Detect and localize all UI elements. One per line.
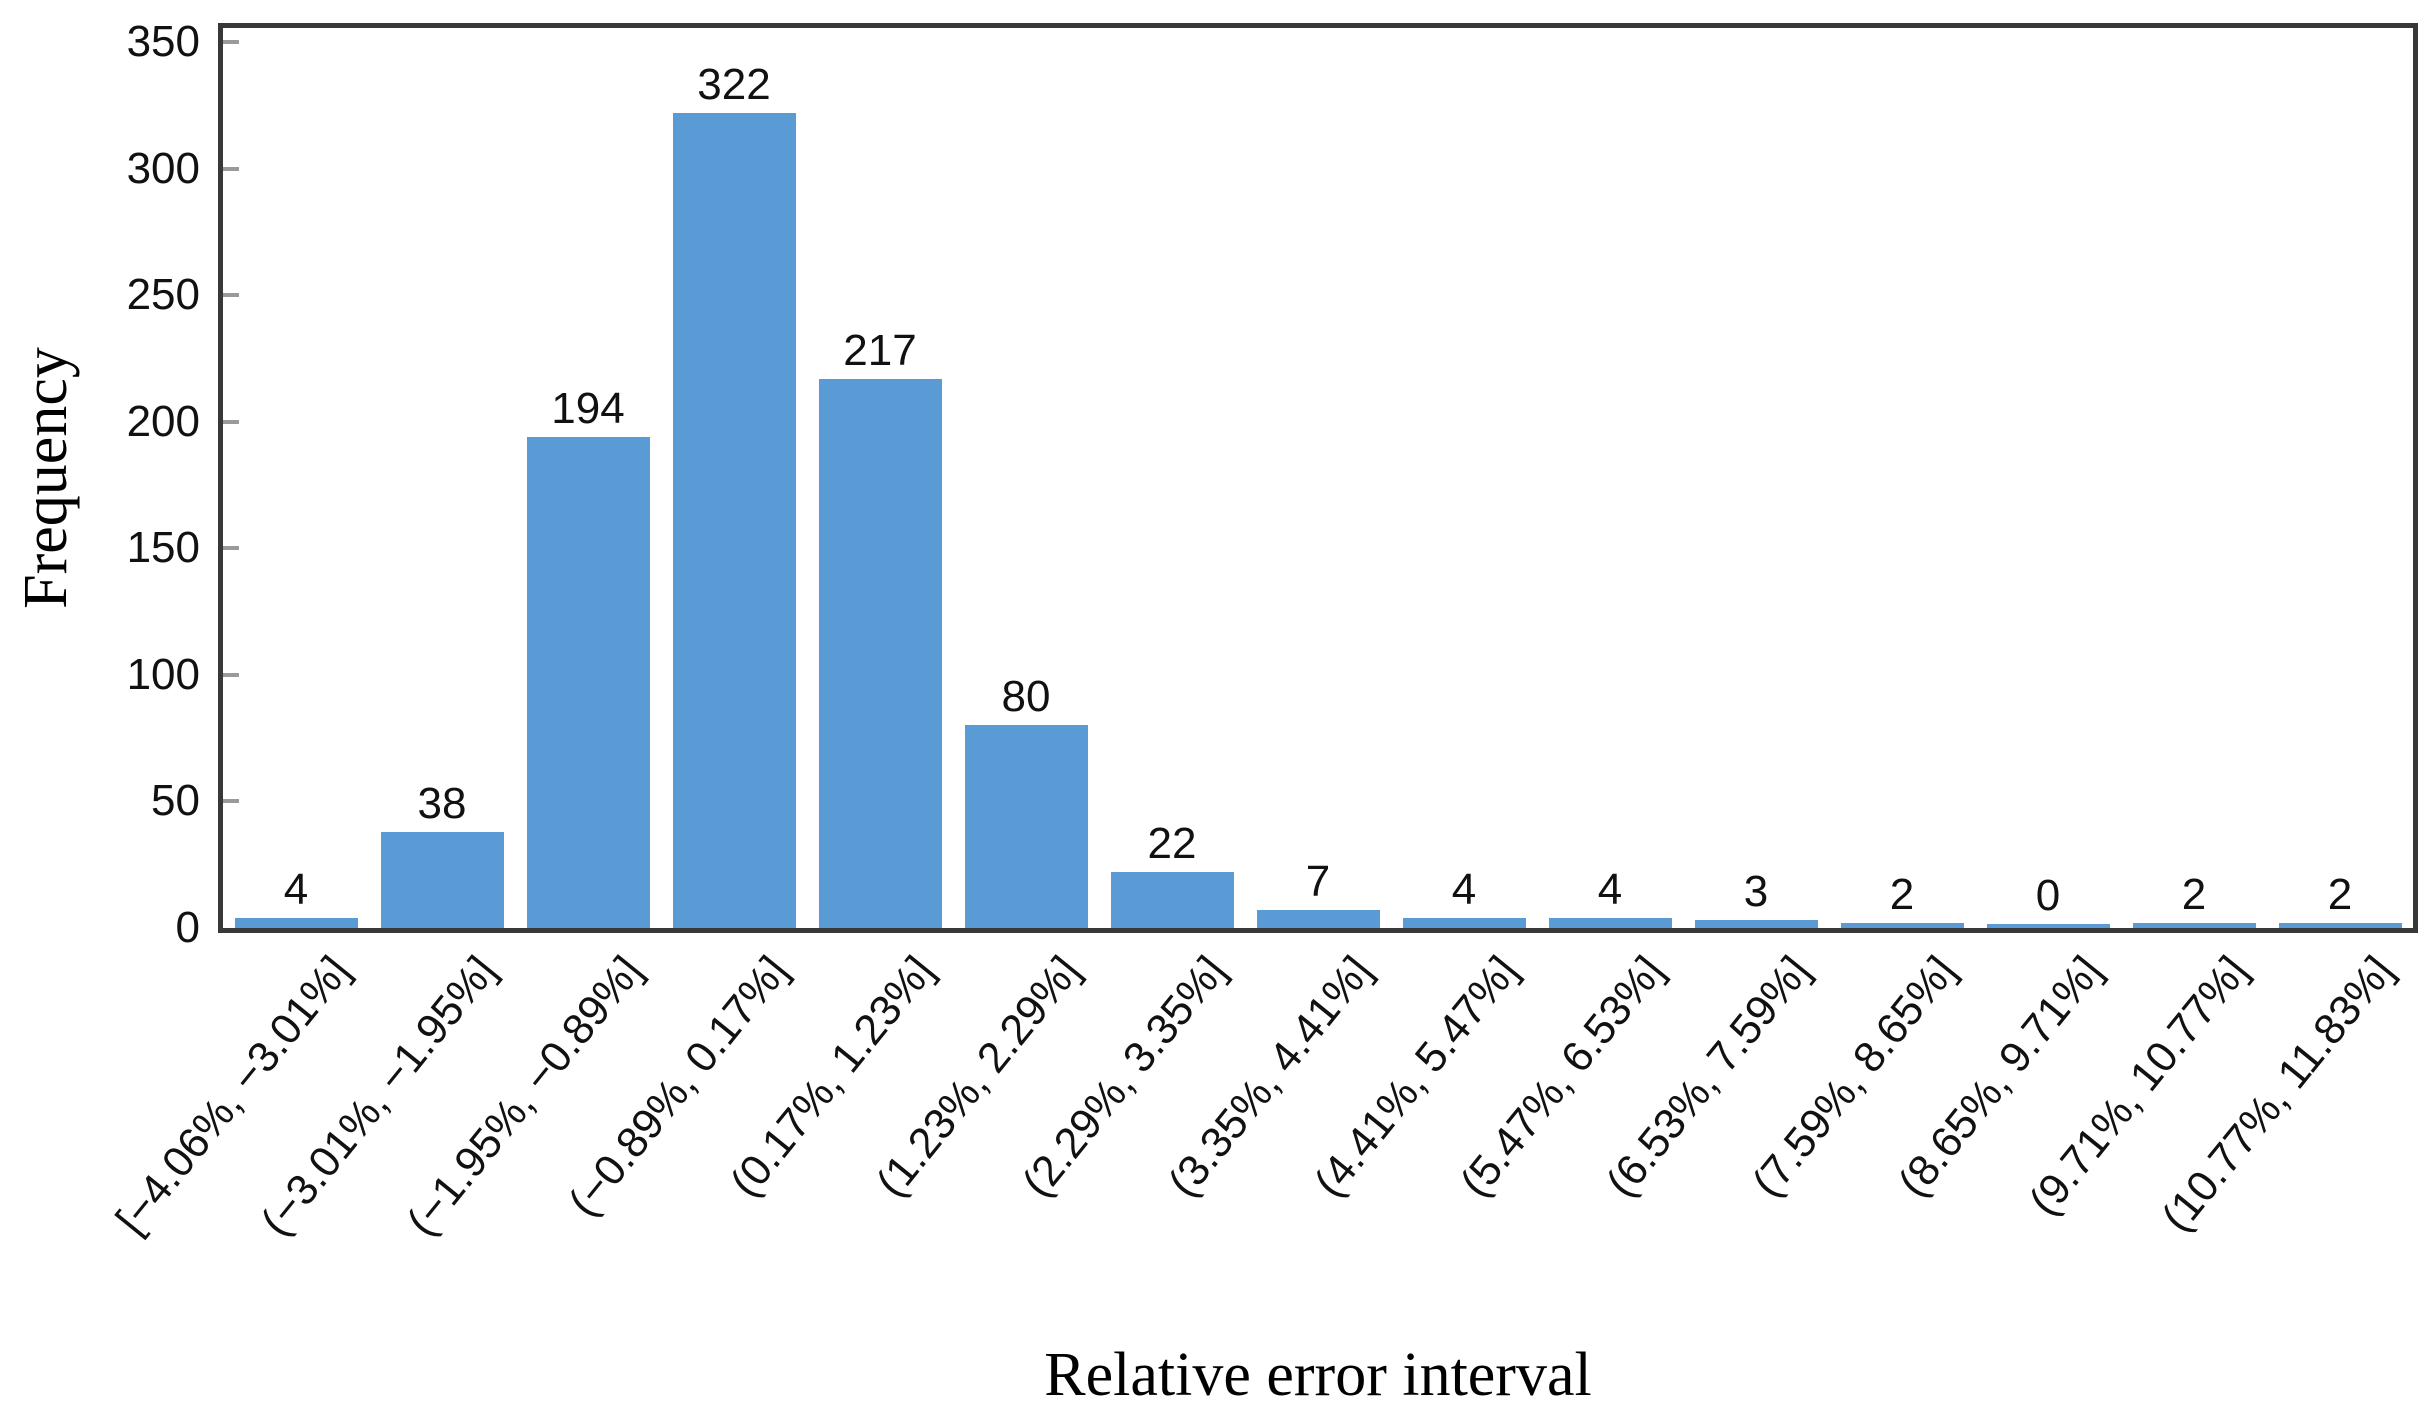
plot-inner-region — [223, 28, 2413, 928]
frequency-bar — [673, 113, 796, 928]
y-tick-label: 50 — [151, 776, 200, 825]
y-tick-label: 100 — [126, 650, 200, 699]
bar-value-label: 38 — [417, 779, 467, 828]
frequency-bar — [819, 379, 942, 928]
bar-value-label: 2 — [2181, 870, 2207, 919]
frequency-bar — [235, 918, 358, 928]
bar-value-label: 194 — [551, 384, 625, 433]
bar-value-label: 322 — [697, 60, 771, 109]
bar-value-label: 2 — [2327, 870, 2353, 919]
plot-area — [218, 23, 2418, 933]
bar-value-label: 2 — [1889, 870, 1915, 919]
frequency-bar — [527, 437, 650, 928]
frequency-bar — [1111, 872, 1234, 928]
frequency-bar — [1841, 923, 1964, 928]
bar-value-label: 4 — [283, 865, 309, 914]
frequency-bar — [2133, 923, 2256, 928]
y-tick-label: 150 — [126, 523, 200, 572]
frequency-bar — [1549, 918, 1672, 928]
y-tick-label: 300 — [126, 144, 200, 193]
frequency-bar — [1695, 920, 1818, 928]
bar-value-label: 217 — [843, 326, 917, 375]
bar-value-label: 80 — [1001, 672, 1051, 721]
y-tick-mark — [223, 799, 239, 803]
y-tick-label: 200 — [126, 397, 200, 446]
y-tick-mark — [223, 293, 239, 297]
bar-value-label: 4 — [1597, 865, 1623, 914]
frequency-bar — [965, 725, 1088, 928]
bar-value-label: 4 — [1451, 865, 1477, 914]
x-axis-title: Relative error interval — [1044, 1341, 1592, 1409]
y-tick-mark — [223, 167, 239, 171]
bar-value-label: 7 — [1305, 857, 1331, 906]
bar-value-label: 3 — [1743, 867, 1769, 916]
y-tick-mark — [223, 673, 239, 677]
y-tick-label: 350 — [126, 17, 200, 66]
frequency-bar — [381, 832, 504, 928]
frequency-bar — [1403, 918, 1526, 928]
bar-value-label: 22 — [1147, 819, 1197, 868]
frequency-bar — [1257, 910, 1380, 928]
frequency-bar — [1987, 924, 2110, 928]
frequency-bar — [2279, 923, 2402, 928]
y-tick-mark — [223, 546, 239, 550]
y-tick-mark — [223, 40, 239, 44]
y-tick-label: 250 — [126, 270, 200, 319]
bar-value-label: 0 — [2035, 871, 2061, 920]
y-tick-label: 0 — [175, 903, 200, 952]
y-tick-mark — [223, 420, 239, 424]
